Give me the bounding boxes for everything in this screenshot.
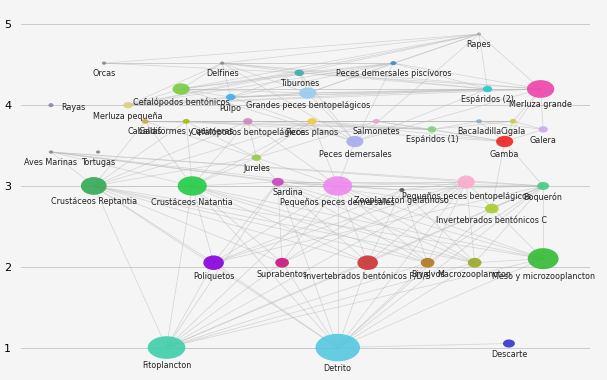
Text: Orcas: Orcas xyxy=(92,69,116,78)
Ellipse shape xyxy=(299,87,316,99)
Ellipse shape xyxy=(399,188,404,192)
Text: Crustáceos Reptantia: Crustáceos Reptantia xyxy=(51,197,137,206)
Ellipse shape xyxy=(323,176,352,196)
Ellipse shape xyxy=(510,119,517,124)
Ellipse shape xyxy=(275,258,289,268)
Text: Descarte: Descarte xyxy=(491,350,527,359)
Ellipse shape xyxy=(527,248,558,269)
Ellipse shape xyxy=(485,204,499,214)
Ellipse shape xyxy=(390,61,396,65)
Ellipse shape xyxy=(427,126,436,133)
Text: Bivalvos: Bivalvos xyxy=(411,270,444,279)
Text: Macrozooplancton: Macrozooplancton xyxy=(438,270,512,279)
Text: Meso y microzooplancton: Meso y microzooplancton xyxy=(492,272,595,280)
Text: Boquerón: Boquerón xyxy=(524,192,563,202)
Ellipse shape xyxy=(123,102,133,108)
Text: Rayas: Rayas xyxy=(61,103,86,112)
Text: Sardina: Sardina xyxy=(273,188,304,197)
Ellipse shape xyxy=(183,119,189,124)
Ellipse shape xyxy=(538,126,548,133)
Text: Tiburones: Tiburones xyxy=(280,79,319,88)
Ellipse shape xyxy=(468,258,481,268)
Ellipse shape xyxy=(220,62,225,65)
Ellipse shape xyxy=(358,255,378,270)
Text: Cefalópodos bentopelágicos: Cefalópodos bentopelágicos xyxy=(191,128,305,137)
Text: Galera: Galera xyxy=(530,136,557,145)
Ellipse shape xyxy=(203,255,224,270)
Text: Pequeños peces bentopelágicos: Pequeños peces bentopelágicos xyxy=(402,192,531,201)
Text: Invertebrados bentónicos F/D/S: Invertebrados bentónicos F/D/S xyxy=(304,272,431,282)
Text: Peces planos: Peces planos xyxy=(286,128,338,137)
Ellipse shape xyxy=(346,136,364,147)
Text: Cefalópodos bentónicos: Cefalópodos bentónicos xyxy=(133,97,229,106)
Text: Zooplancton gelatinoso: Zooplancton gelatinoso xyxy=(354,196,449,205)
Ellipse shape xyxy=(503,339,515,348)
Text: Detrito: Detrito xyxy=(324,364,351,373)
Ellipse shape xyxy=(537,182,549,190)
Ellipse shape xyxy=(96,150,100,154)
Ellipse shape xyxy=(252,154,261,161)
Text: Merluza pequeña: Merluza pequeña xyxy=(93,112,163,120)
Ellipse shape xyxy=(81,177,107,195)
Text: Jureles: Jureles xyxy=(243,164,270,173)
Ellipse shape xyxy=(49,103,53,107)
Text: Poliquetos: Poliquetos xyxy=(193,272,234,282)
Ellipse shape xyxy=(49,150,53,154)
Text: Peces demersales: Peces demersales xyxy=(319,150,391,158)
Text: Delfines: Delfines xyxy=(206,69,239,78)
Text: Grandes peces bentopelágicos: Grandes peces bentopelágicos xyxy=(246,101,370,110)
Ellipse shape xyxy=(148,336,185,359)
Text: Aves Marinas: Aves Marinas xyxy=(24,158,78,167)
Text: Invertebrados bentónicos C: Invertebrados bentónicos C xyxy=(436,216,548,225)
Ellipse shape xyxy=(458,176,475,188)
Text: Fitoplancton: Fitoplancton xyxy=(142,361,191,370)
Text: Peces demersales piscívoros: Peces demersales piscívoros xyxy=(336,69,451,78)
Ellipse shape xyxy=(307,118,317,125)
Ellipse shape xyxy=(141,119,149,124)
Text: Espáridos (2): Espáridos (2) xyxy=(461,95,514,104)
Ellipse shape xyxy=(421,258,435,268)
Text: Bacaladilla: Bacaladilla xyxy=(457,127,501,136)
Ellipse shape xyxy=(243,118,253,125)
Text: Cigala: Cigala xyxy=(501,127,526,136)
Ellipse shape xyxy=(102,62,106,65)
Text: Tortugas: Tortugas xyxy=(81,158,115,167)
Ellipse shape xyxy=(373,119,379,124)
Ellipse shape xyxy=(226,94,236,100)
Text: Gamba: Gamba xyxy=(490,150,520,158)
Text: Suprabentos: Suprabentos xyxy=(257,270,308,279)
Ellipse shape xyxy=(496,136,513,147)
Ellipse shape xyxy=(172,83,189,95)
Text: Caballas: Caballas xyxy=(128,127,162,136)
Text: Pequeños peces demersales: Pequeños peces demersales xyxy=(280,198,395,207)
Ellipse shape xyxy=(476,119,482,124)
Text: Crustáceos Natantia: Crustáceos Natantia xyxy=(151,198,233,207)
Text: Rapes: Rapes xyxy=(467,40,491,49)
Ellipse shape xyxy=(178,176,207,196)
Text: Merluza grande: Merluza grande xyxy=(509,100,572,109)
Text: Salmonetes: Salmonetes xyxy=(353,127,400,136)
Ellipse shape xyxy=(527,80,554,98)
Ellipse shape xyxy=(316,334,360,361)
Ellipse shape xyxy=(294,70,304,76)
Ellipse shape xyxy=(272,178,284,186)
Ellipse shape xyxy=(477,32,481,36)
Text: Pulpo: Pulpo xyxy=(220,103,242,112)
Text: Gadiformes y quimeras: Gadiformes y quimeras xyxy=(139,127,234,136)
Ellipse shape xyxy=(483,86,492,92)
Text: Espáridos (1): Espáridos (1) xyxy=(405,135,458,144)
